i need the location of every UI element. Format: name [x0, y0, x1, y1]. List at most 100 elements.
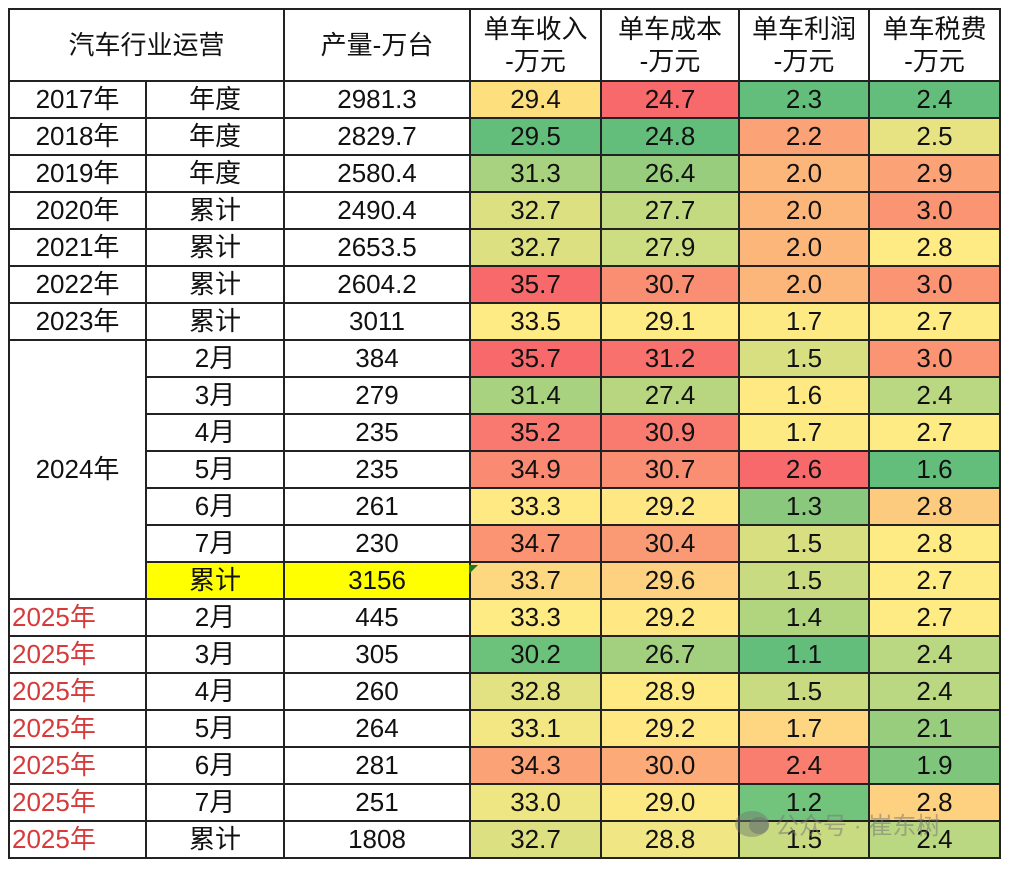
cell-cost: 29.2: [600, 598, 740, 637]
cell-year: 2018年: [8, 117, 147, 156]
cell-revenue: 32.8: [469, 672, 602, 711]
cell-profit: 1.5: [738, 561, 870, 600]
cell-tax: 2.8: [868, 524, 1001, 563]
cell-revenue: 29.4: [469, 80, 602, 119]
table-row: 2025年 累计 1808 32.7 28.8 1.5 2.4: [8, 820, 1001, 859]
cell-period: 累计: [145, 561, 285, 600]
cell-tax: 3.0: [868, 191, 1001, 230]
cell-period: 累计: [145, 265, 285, 304]
cell-profit: 1.2: [738, 783, 870, 822]
cell-period: 累计: [145, 820, 285, 859]
cell-cost: 27.4: [600, 376, 740, 415]
cell-period: 5月: [145, 709, 285, 748]
table-row: 5月 235 34.9 30.7 2.6 1.6: [9, 450, 1001, 489]
cell-tax: 2.1: [868, 709, 1001, 748]
cell-output: 3156: [283, 561, 471, 600]
cell-revenue: 33.5: [469, 302, 602, 341]
table-row: 4月 235 35.2 30.9 1.7 2.7: [9, 413, 1001, 452]
cell-tax: 2.4: [868, 80, 1001, 119]
cell-output: 230: [283, 524, 471, 563]
cell-cost: 27.9: [600, 228, 740, 267]
header-output: 产量-万台: [283, 8, 471, 82]
cell-revenue: 33.1: [469, 709, 602, 748]
cell-revenue: 32.7: [469, 820, 602, 859]
cell-cost: 30.4: [600, 524, 740, 563]
cell-period: 2月: [145, 598, 285, 637]
cell-output: 261: [283, 487, 471, 526]
table-row: 2020年 累计 2490.4 32.7 27.7 2.0 3.0: [8, 191, 1001, 230]
cell-cost: 26.7: [600, 635, 740, 674]
cell-period: 2月: [145, 339, 285, 378]
cell-period: 6月: [145, 746, 285, 785]
table-row: 2025年 7月 251 33.0 29.0 1.2 2.8: [8, 783, 1001, 822]
cell-profit: 1.5: [738, 672, 870, 711]
cell-cost: 29.0: [600, 783, 740, 822]
cell-revenue: 30.2: [469, 635, 602, 674]
cell-cost: 27.7: [600, 191, 740, 230]
table-row: 2025年 3月 305 30.2 26.7 1.1 2.4: [8, 635, 1001, 674]
cell-revenue: 33.3: [469, 598, 602, 637]
cell-period: 累计: [145, 302, 285, 341]
cell-output: 235: [283, 413, 471, 452]
cell-tax: 2.4: [868, 376, 1001, 415]
header-profit: 单车利润 -万元: [738, 8, 870, 82]
header-industry: 汽车行业运营: [8, 8, 285, 82]
cell-year: 2021年: [8, 228, 147, 267]
cell-profit: 2.0: [738, 265, 870, 304]
cell-output: 279: [283, 376, 471, 415]
cell-profit: 2.2: [738, 117, 870, 156]
cell-period: 4月: [145, 413, 285, 452]
cell-period: 累计: [145, 191, 285, 230]
cell-profit: 2.0: [738, 154, 870, 193]
cell-period: 年度: [145, 117, 285, 156]
header-row: 汽车行业运营 产量-万台 单车收入 -万元 单车成本 -万元 单车利润 -万元 单车税…: [8, 8, 1001, 82]
cell-cost: 30.9: [600, 413, 740, 452]
cell-cost: 29.1: [600, 302, 740, 341]
cell-output: 2981.3: [283, 80, 471, 119]
cell-tax: 3.0: [868, 339, 1001, 378]
table-body: 2017年 年度 2981.3 29.4 24.7 2.3 2.4 2018年 年度 2829.7…: [8, 80, 1001, 859]
cell-year: 2025年: [8, 598, 147, 637]
cell-tax: 2.4: [868, 672, 1001, 711]
cell-year: 2025年: [8, 709, 147, 748]
table-row: 2021年 累计 2653.5 32.7 27.9 2.0 2.8: [8, 228, 1001, 267]
cell-cost: 29.2: [600, 709, 740, 748]
cell-tax: 2.7: [868, 598, 1001, 637]
cell-cost: 29.6: [600, 561, 740, 600]
cell-output: 281: [283, 746, 471, 785]
cell-revenue: 33.7: [469, 561, 602, 600]
cell-output: 235: [283, 450, 471, 489]
cell-cost: 30.7: [600, 450, 740, 489]
table-row: 2018年 年度 2829.7 29.5 24.8 2.2 2.5: [8, 117, 1001, 156]
cell-revenue: 35.2: [469, 413, 602, 452]
table-row: 3月 279 31.4 27.4 1.6 2.4: [9, 376, 1001, 415]
cell-profit: 1.5: [738, 820, 870, 859]
cell-year: 2025年: [8, 672, 147, 711]
cell-tax: 2.7: [868, 413, 1001, 452]
table-row: 累计 3156 33.7 29.6 1.5 2.7: [9, 561, 1001, 600]
cell-cost: 28.9: [600, 672, 740, 711]
cell-output: 305: [283, 635, 471, 674]
cell-year: 2019年: [8, 154, 147, 193]
cell-period: 年度: [145, 80, 285, 119]
cell-profit: 1.5: [738, 339, 870, 378]
cell-tax: 2.5: [868, 117, 1001, 156]
cell-cost: 28.8: [600, 820, 740, 859]
table-row: 2025年 6月 281 34.3 30.0 2.4 1.9: [8, 746, 1001, 785]
table-row: 2025年 4月 260 32.8 28.9 1.5 2.4: [8, 672, 1001, 711]
table-row: 6月 261 33.3 29.2 1.3 2.8: [9, 487, 1001, 526]
cell-period: 累计: [145, 228, 285, 267]
cell-tax: 2.8: [868, 228, 1001, 267]
header-revenue: 单车收入 -万元: [469, 8, 602, 82]
table-row: 2023年 累计 3011 33.5 29.1 1.7 2.7: [8, 302, 1001, 341]
cell-tax: 2.9: [868, 154, 1001, 193]
cell-revenue: 31.4: [469, 376, 602, 415]
comment-indicator-icon: [469, 565, 478, 574]
header-cost: 单车成本 -万元: [600, 8, 740, 82]
cell-cost: 26.4: [600, 154, 740, 193]
table-row: 2024年 2月 384 35.7 31.2 1.5 3.0: [8, 339, 1001, 600]
header-tax: 单车税费 -万元: [868, 8, 1001, 82]
cell-output: 384: [283, 339, 471, 378]
cell-cost: 30.0: [600, 746, 740, 785]
cell-tax: 2.8: [868, 783, 1001, 822]
